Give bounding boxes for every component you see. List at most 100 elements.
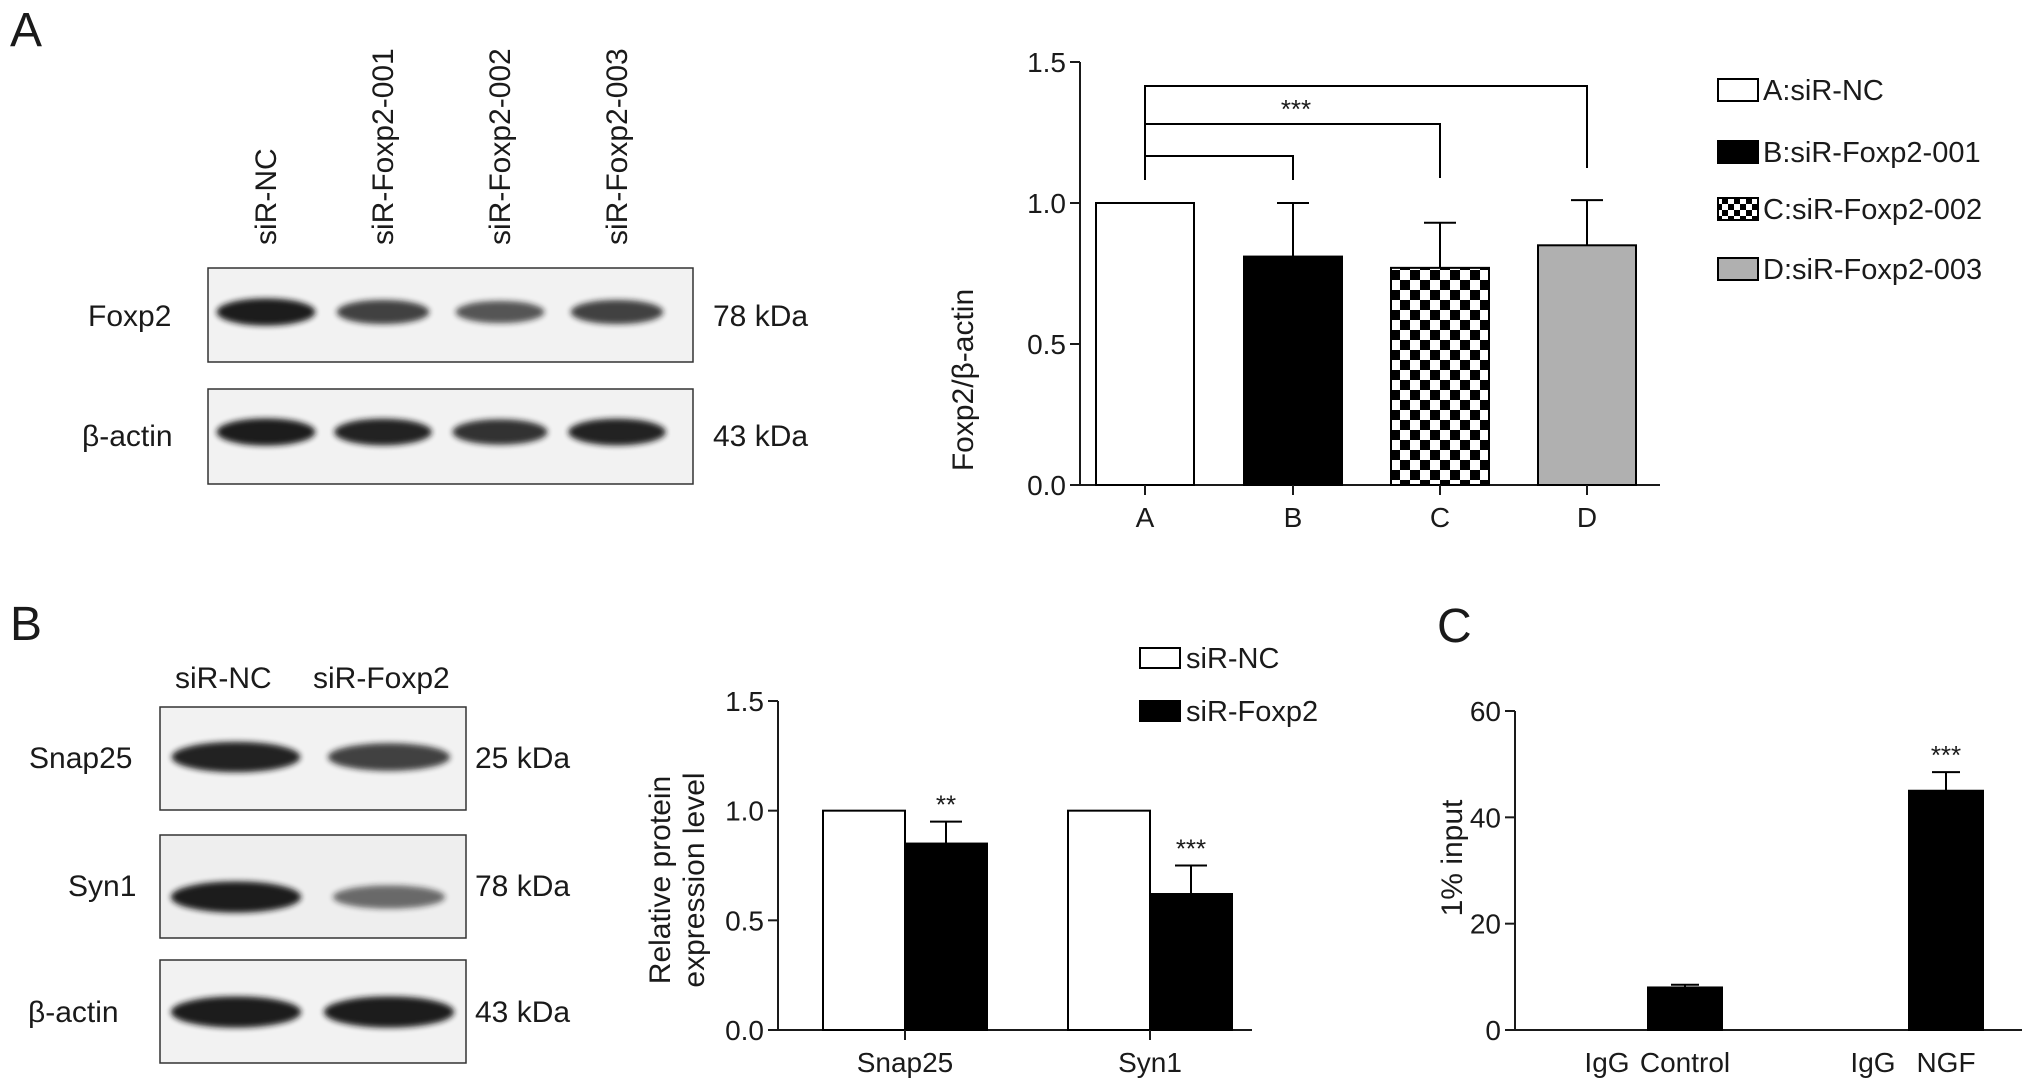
blot-b-row-label: Snap25 [29,742,132,775]
panel-label-a: A [10,4,42,57]
blot-b-size-label: 25 kDa [475,742,570,775]
chart-a-ylabel: Foxp2/β-actin [947,289,980,471]
x-tick-label: D [1577,502,1597,533]
legend-item: siR-Foxp2 [1139,696,1318,728]
legend-item: D:siR-Foxp2-003 [1717,254,1982,286]
chart-b-ylabel: expression level [678,772,711,987]
x-tick-label: B [1284,502,1303,533]
blot-b-size-label: 43 kDa [475,996,570,1029]
y-tick-label: 1.0 [1027,188,1066,219]
x-tick-label: Syn1 [1118,1047,1182,1078]
legend-label: siR-NC [1186,643,1279,675]
blot-band [452,419,548,445]
blot-band [570,299,664,325]
blot-band [170,996,302,1028]
blot-band [332,885,446,909]
significance-stars: *** [1931,740,1961,770]
blot-a-row-label: Foxp2 [88,300,171,333]
bar-d [1537,244,1637,486]
legend-item: C:siR-Foxp2-002 [1717,194,1982,226]
y-tick-label: 60 [1470,696,1501,727]
blot-b-row-label: Syn1 [68,870,136,903]
bar-ngf [1908,789,1984,1031]
chart-c-ylabel: 1% input [1436,799,1469,916]
x-tick-label: NGF [1916,1047,1975,1078]
bar-c [1390,266,1490,486]
error-bar [930,820,962,844]
panel-label-c: C [1437,600,1472,653]
y-tick-label: 0.0 [725,1015,764,1046]
blot-a-row-label: β-actin [82,420,173,453]
legend-swatch [1139,647,1181,669]
y-tick-label: 1.5 [725,686,764,717]
significance-stars: ** [936,790,956,820]
legend-label: A:siR-NC [1763,75,1884,107]
y-tick-label: 0 [1485,1015,1501,1046]
bracket-a-b [1144,155,1294,180]
chart-a-foxp2-ratio: Foxp2/β-actin 0.0 0.5 1.0 1.5 A B C D *** A:si… [947,47,1982,533]
legend-item: siR-NC [1139,643,1279,675]
legend-label: C:siR-Foxp2-002 [1763,194,1982,226]
blot-band [336,299,430,325]
blot-band [216,418,316,446]
error-bar [1424,221,1456,268]
y-tick-label: 40 [1470,802,1501,833]
bracket-a-d [1144,85,1588,168]
legend-label: D:siR-Foxp2-003 [1763,254,1982,286]
y-tick-label: 0.5 [725,905,764,936]
x-tick-label: Control [1640,1047,1730,1078]
blot-a-size-label: 78 kDa [713,300,808,333]
chart-b-ylabel: Relative protein [644,776,677,984]
legend-item: A:siR-NC [1717,75,1884,107]
chart-b-protein-expression: Relative protein expression level 0.0 0.5… [644,643,1318,1078]
blot-a-lane-label: siR-Foxp2-001 [367,48,400,245]
error-bar [1175,864,1207,895]
chart-b-legend: siR-NC siR-Foxp2 [1139,643,1318,728]
error-bar [1571,199,1603,246]
legend-swatch [1717,78,1759,102]
blot-b-size-label: 78 kDa [475,870,570,903]
error-bar [1671,983,1699,988]
legend-swatch [1717,257,1759,281]
x-tick-label: C [1430,502,1450,533]
x-tick-label: IgG [1584,1047,1629,1078]
y-tick-label: 0.5 [1027,329,1066,360]
bar-control [1647,986,1723,1032]
significance-stars: *** [1176,834,1206,864]
blot-band [171,741,301,773]
blot-band [455,300,545,324]
blot-band [568,418,666,446]
error-bar [1277,202,1309,257]
legend-item: B:siR-Foxp2-001 [1717,137,1981,169]
blot-b-lane-label: siR-Foxp2 [313,662,450,695]
blot-a-lane-label: siR-Foxp2-003 [601,48,634,245]
chart-a-legend: A:siR-NC B:siR-Foxp2-001 C:siR-Foxp2-002… [1717,75,1982,286]
blot-band [170,881,302,913]
blot-a-lane-label: siR-Foxp2-002 [484,48,517,245]
bar-snap25-sir-foxp2 [904,842,988,1031]
bar-syn1-sir-nc [1067,809,1151,1032]
bar-b [1243,255,1343,486]
legend-swatch [1139,700,1181,722]
bracket-a-c [1144,123,1441,178]
bar-snap25-sir-nc [822,809,906,1032]
bar-syn1-sir-foxp2 [1149,893,1233,1031]
blot-b-lane-label: siR-NC [175,662,272,695]
legend-label: B:siR-Foxp2-001 [1763,137,1981,169]
y-tick-label: 1.0 [725,796,764,827]
western-blot-b: siR-NC siR-Foxp2 Snap25 Syn1 β-actin 25 … [28,662,570,1064]
blot-a-lane-label: siR-NC [250,148,283,245]
panel-label-b: B [10,598,42,651]
blot-b-row-label: β-actin [28,996,119,1029]
error-bar [1932,771,1960,791]
chart-c-chip-input: 1% input 0 20 40 60 IgG Control IgG *** NGF [1436,696,2022,1078]
blot-a-size-label: 43 kDa [713,420,808,453]
y-tick-label: 20 [1470,909,1501,940]
blot-band [323,996,455,1028]
significance-stars: *** [1281,94,1311,124]
legend-label: siR-Foxp2 [1186,696,1318,728]
y-tick-label: 1.5 [1027,47,1066,78]
x-tick-label: IgG [1850,1047,1895,1078]
legend-swatch [1717,140,1759,164]
